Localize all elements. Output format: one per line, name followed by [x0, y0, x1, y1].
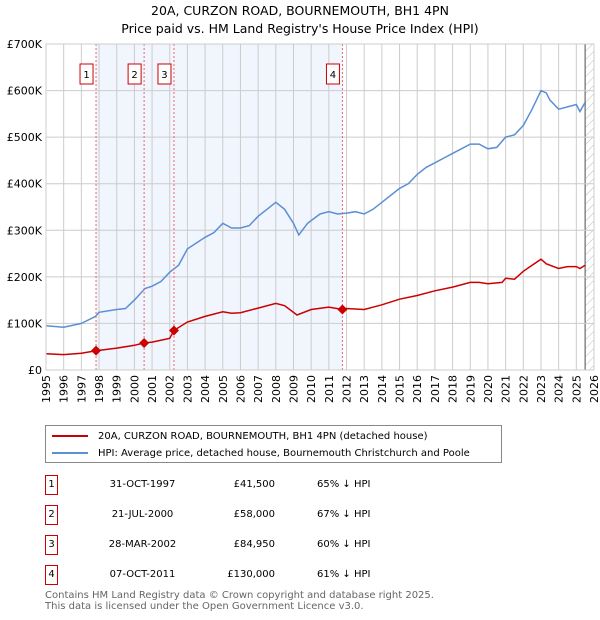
y-tick-label: £100K	[7, 317, 43, 330]
chart-legend: 20A, CURZON ROAD, BOURNEMOUTH, BH1 4PN (…	[45, 425, 502, 463]
x-tick-label: 1995	[40, 375, 53, 403]
x-tick-label: 2005	[217, 375, 230, 403]
x-tick-label: 2007	[252, 375, 265, 403]
transaction-number: 1	[45, 475, 58, 495]
x-tick-label: 2006	[234, 375, 247, 403]
x-tick-label: 2025	[570, 375, 583, 403]
transaction-row: 3 28-MAR-2002 £84,950 60% ↓ HPI	[45, 535, 445, 555]
sale-label: 4	[330, 70, 336, 81]
transaction-row: 4 07-OCT-2011 £130,000 61% ↓ HPI	[45, 565, 445, 585]
sale-label-box	[127, 63, 142, 85]
legend-label-hpi: HPI: Average price, detached house, Bour…	[98, 447, 470, 459]
transaction-number: 4	[45, 565, 58, 585]
x-tick-label: 1999	[111, 375, 124, 403]
x-tick-label: 1997	[75, 375, 88, 403]
legend-blue-line	[52, 452, 88, 454]
legend-item-property: 20A, CURZON ROAD, BOURNEMOUTH, BH1 4PN (…	[52, 429, 428, 443]
x-tick-label: 2023	[535, 375, 548, 403]
x-tick-label: 2002	[164, 375, 177, 403]
x-tick-label: 2019	[464, 375, 477, 403]
x-tick-label: 2021	[500, 375, 513, 403]
x-tick-label: 2008	[270, 375, 283, 403]
y-tick-label: £200K	[7, 271, 43, 284]
x-tick-label: 2009	[287, 375, 300, 403]
transaction-row: 1 31-OCT-1997 £41,500 65% ↓ HPI	[45, 475, 445, 495]
footer-copyright: Contains HM Land Registry data © Crown c…	[45, 590, 434, 601]
sale-label-box	[79, 63, 94, 85]
line-chart: 1 2 3 4 1995 1996 1997 1998 1999 2000 2001 2002 2003…	[7, 38, 600, 403]
x-tick-label: 2011	[323, 375, 336, 403]
y-tick-label: £700K	[7, 38, 43, 51]
x-tick-label: 2014	[376, 375, 389, 403]
transaction-hpi-diff: 67% ↓ HPI	[317, 509, 371, 520]
transaction-price: £130,000	[227, 569, 275, 580]
footer-licence: This data is licensed under the Open Gov…	[45, 601, 364, 612]
x-tick-label: 1996	[58, 375, 71, 403]
x-tick-label: 2004	[199, 375, 212, 403]
sale-label: 1	[83, 70, 89, 81]
sale-label-box	[325, 63, 340, 85]
sales-period-shading	[96, 44, 343, 370]
transaction-date: 28-MAR-2002	[108, 539, 177, 550]
x-tick-label: 2020	[482, 375, 495, 403]
x-tick-label: 2013	[358, 375, 371, 403]
x-tick-label: 2026	[588, 375, 600, 403]
x-tick-label: 2001	[146, 375, 159, 403]
sale-point	[91, 345, 102, 356]
sale-point	[337, 304, 348, 315]
transaction-hpi-diff: 60% ↓ HPI	[317, 539, 371, 550]
x-tick-label: 2015	[394, 375, 407, 403]
transaction-hpi-diff: 61% ↓ HPI	[317, 569, 371, 580]
future-hatch-area	[585, 44, 594, 370]
sale-label: 2	[131, 70, 137, 81]
x-tick-label: 2017	[429, 375, 442, 403]
transaction-hpi-diff: 65% ↓ HPI	[317, 479, 371, 490]
transaction-number: 2	[45, 505, 58, 525]
transaction-date: 21-JUL-2000	[111, 509, 174, 520]
legend-red-line	[52, 435, 88, 437]
legend-item-hpi: HPI: Average price, detached house, Bour…	[52, 446, 470, 460]
sale-label: 3	[161, 70, 167, 81]
y-tick-label: £0	[28, 364, 42, 377]
chart-subtitle: Price paid vs. HM Land Registry's House …	[121, 21, 479, 36]
x-tick-label: 2022	[517, 375, 530, 403]
x-tick-label: 2010	[305, 375, 318, 403]
y-tick-label: £400K	[7, 178, 43, 191]
y-tick-label: £300K	[7, 224, 43, 237]
chart-title: 20A, CURZON ROAD, BOURNEMOUTH, BH1 4PN	[151, 3, 449, 18]
x-tick-label: 2018	[447, 375, 460, 403]
transaction-row: 2 21-JUL-2000 £58,000 67% ↓ HPI	[45, 505, 445, 525]
y-tick-label: £500K	[7, 131, 43, 144]
sale-point	[168, 325, 179, 336]
x-tick-label: 2000	[128, 375, 141, 403]
x-tick-label: 1998	[93, 375, 106, 403]
y-tick-label: £600K	[7, 85, 43, 98]
transaction-date: 07-OCT-2011	[109, 569, 176, 580]
x-tick-label: 2003	[181, 375, 194, 403]
hpi-line	[45, 89, 586, 328]
transaction-number: 3	[45, 535, 58, 555]
sale-point	[139, 337, 150, 348]
x-tick-label: 2016	[411, 375, 424, 403]
plot-frame	[45, 43, 595, 371]
sale-label-box	[157, 63, 172, 85]
legend-label-property: 20A, CURZON ROAD, BOURNEMOUTH, BH1 4PN (…	[98, 430, 428, 442]
transaction-price: £41,500	[233, 479, 275, 490]
x-tick-label: 2024	[553, 375, 566, 403]
transaction-date: 31-OCT-1997	[109, 479, 176, 490]
transaction-price: £84,950	[233, 539, 275, 550]
transaction-price: £58,000	[233, 509, 275, 520]
x-tick-label: 2012	[341, 375, 354, 403]
